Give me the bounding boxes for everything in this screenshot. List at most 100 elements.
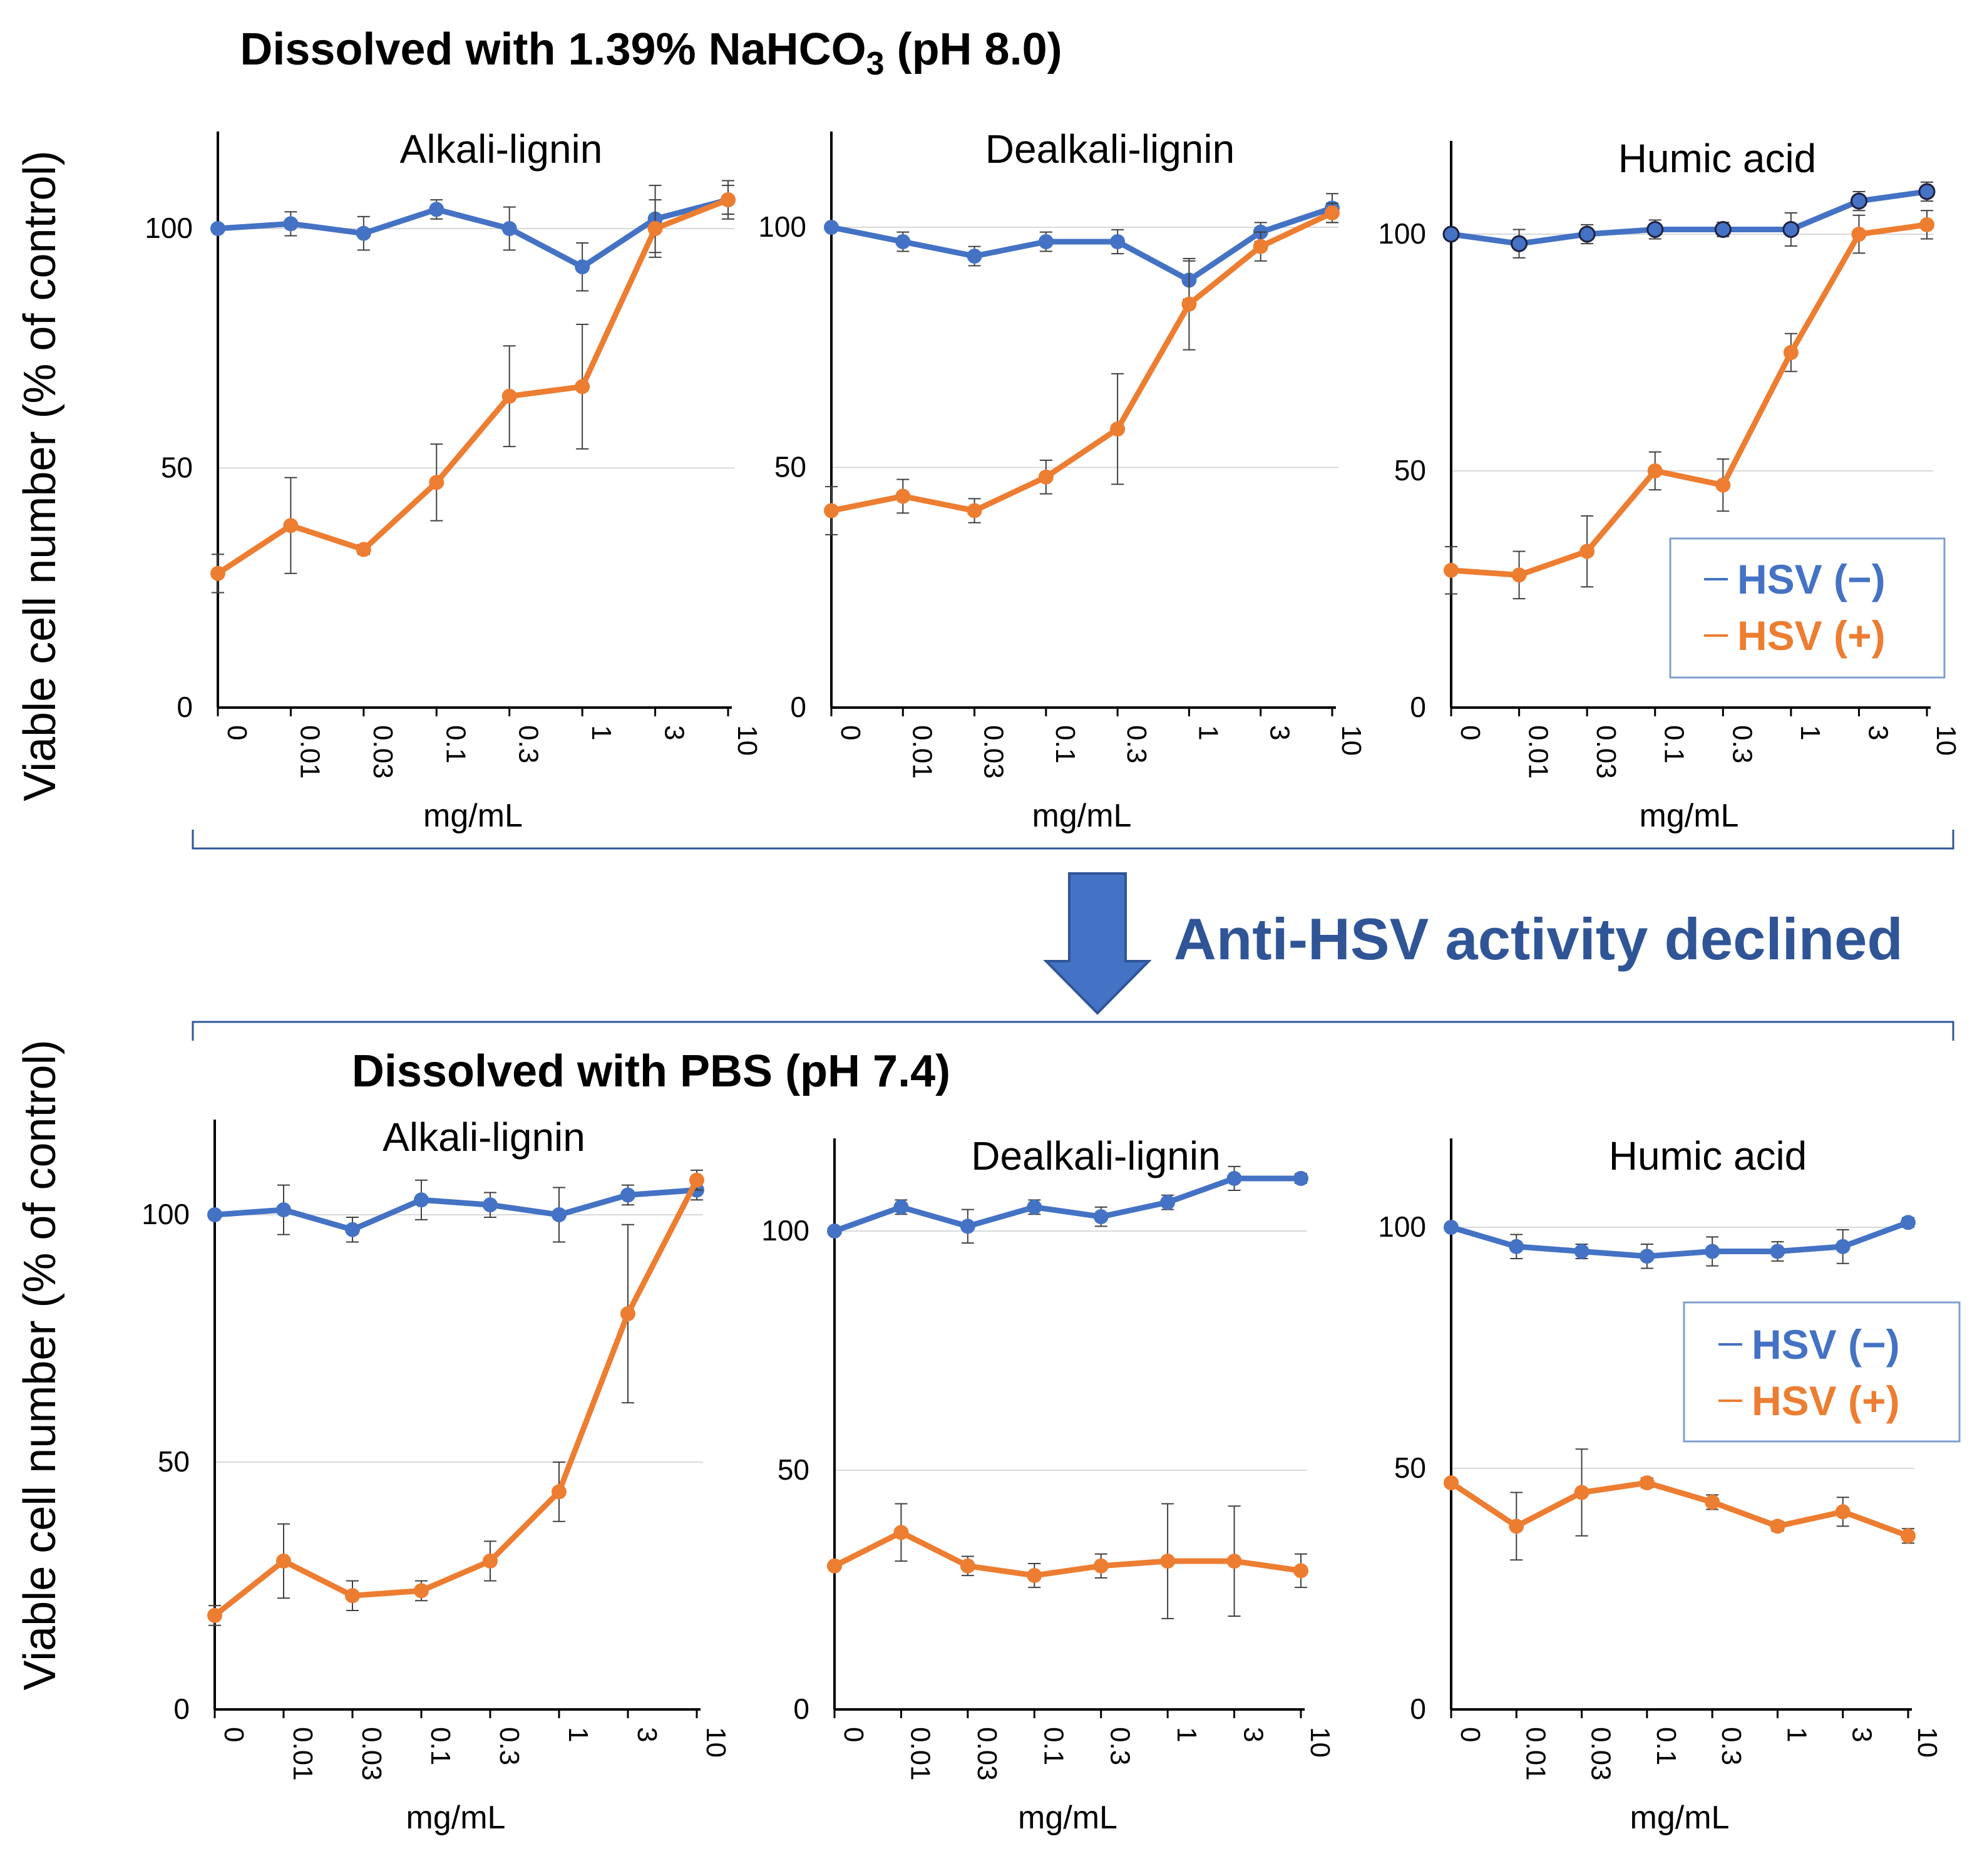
x-tick-label: 10 <box>732 725 763 756</box>
series-line-hsv-pos <box>216 197 729 576</box>
data-point-hsv-neg <box>1038 234 1054 250</box>
series-line-hsv-pos <box>831 210 1333 514</box>
data-point-hsv-pos <box>283 518 299 533</box>
data-point-hsv-pos <box>960 1558 975 1574</box>
x-tick-label: 0.03 <box>978 725 1009 779</box>
y-tick-label: 50 <box>1394 1451 1426 1484</box>
y-tick-label: 50 <box>1394 454 1426 487</box>
y-tick-label: 100 <box>1378 217 1426 250</box>
data-point-hsv-pos <box>483 1554 498 1569</box>
x-tick-label: 0.03 <box>367 725 398 779</box>
x-tick-label: 0.1 <box>1038 1727 1069 1765</box>
data-point-hsv-pos <box>1639 1475 1655 1491</box>
data-point-hsv-neg <box>1646 220 1664 238</box>
x-tick-label: 10 <box>1912 1727 1943 1758</box>
legend-top-label-pos: HSV (+) <box>1737 612 1886 659</box>
x-tick-label: 1 <box>1795 725 1826 740</box>
bottom-group-bracket <box>192 1021 1954 1041</box>
y-axis-label-top: Viable cell number (% of control) <box>15 150 65 801</box>
x-tick-label: 0.01 <box>287 1727 318 1781</box>
data-point-hsv-pos <box>1783 345 1799 360</box>
x-tick-label: 0.03 <box>1591 725 1621 779</box>
panel-5: 0 50 100 0 0.01 0.03 0.1 0.3 1 3 10 mg/mL Dealkali-l… <box>761 1133 1335 1836</box>
data-point-hsv-pos <box>1511 567 1527 583</box>
x-tick-label: 0.03 <box>972 1727 1002 1781</box>
data-point-hsv-neg <box>1444 1220 1459 1235</box>
panel-title: Dealkali-lignin <box>985 126 1235 172</box>
x-tick-label: 0.01 <box>1520 1727 1551 1781</box>
data-point-hsv-neg <box>356 225 371 241</box>
x-tick-label: 1 <box>586 725 617 740</box>
x-tick-label: 0.3 <box>1716 1727 1747 1765</box>
panel-4: 0 50 100 0 0.01 0.03 0.1 0.3 1 3 10 mg/mL Alkali-lig… <box>141 1115 731 1836</box>
x-tick-label: 0.01 <box>905 1727 935 1781</box>
x-tick-label: 1 <box>1171 1727 1202 1742</box>
data-point-hsv-neg <box>1578 225 1596 243</box>
data-point-hsv-pos <box>689 1172 704 1188</box>
x-tick-label: 0.3 <box>513 725 544 763</box>
data-point-hsv-pos <box>207 1607 222 1623</box>
data-point-hsv-pos <box>501 388 517 404</box>
data-point-hsv-pos <box>1579 544 1595 559</box>
legend-top-label-neg: HSV (−) <box>1737 556 1886 602</box>
data-point-hsv-neg <box>1714 220 1732 238</box>
panel-title: Alkali-lignin <box>400 126 603 172</box>
data-point-hsv-pos <box>1574 1485 1589 1500</box>
y-tick-label: 50 <box>161 451 193 484</box>
data-point-hsv-pos <box>967 503 982 518</box>
x-axis-label: mg/mL <box>1640 798 1739 834</box>
y-tick-label: 0 <box>1410 1693 1426 1725</box>
x-tick-label: 1 <box>1781 1727 1812 1742</box>
series-line-hsv-neg <box>831 205 1333 283</box>
data-point-hsv-neg <box>620 1187 635 1203</box>
data-point-hsv-neg <box>1782 220 1800 238</box>
data-point-hsv-neg <box>1226 1170 1242 1186</box>
data-point-hsv-neg <box>276 1202 291 1218</box>
x-tick-label: 10 <box>1336 725 1367 756</box>
x-tick-label: 0.3 <box>1121 725 1152 763</box>
x-tick-label: 1 <box>563 1727 593 1742</box>
down-arrow-icon <box>1043 872 1152 1015</box>
data-point-hsv-neg <box>429 202 444 217</box>
x-tick-label: 0.01 <box>1523 725 1554 779</box>
top-group-title: Dissolved with 1.39% NaHCO3 (pH 8.0) <box>240 24 1062 82</box>
data-point-hsv-neg <box>575 259 590 275</box>
y-tick-label: 50 <box>778 1453 809 1486</box>
data-point-hsv-pos <box>276 1554 291 1569</box>
x-axis-label: mg/mL <box>406 1800 506 1836</box>
y-tick-label: 50 <box>158 1445 190 1478</box>
x-axis-label: mg/mL <box>1630 1800 1730 1836</box>
x-tick-label: 0.03 <box>356 1727 387 1781</box>
panel-title: Humic acid <box>1609 1133 1807 1178</box>
data-point-hsv-neg <box>967 249 982 264</box>
legend-bottom: HSV (−) HSV (+) <box>1683 1301 1961 1443</box>
data-point-hsv-neg <box>1574 1244 1589 1259</box>
data-point-hsv-pos <box>1181 296 1197 312</box>
data-point-hsv-pos <box>552 1484 567 1500</box>
data-point-hsv-neg <box>1770 1244 1785 1259</box>
data-point-hsv-pos <box>1444 1475 1459 1491</box>
data-point-hsv-neg <box>1705 1244 1720 1259</box>
y-tick-label: 0 <box>173 1693 190 1725</box>
data-point-hsv-pos <box>1919 217 1934 232</box>
data-point-hsv-neg <box>1511 235 1528 252</box>
panel-3: 0 50 100 0 0.01 0.03 0.1 0.3 1 3 10 mg/mL Humic acid <box>1378 136 1961 834</box>
legend-top-box <box>1669 537 1946 679</box>
x-tick-label: 0 <box>1455 1727 1486 1742</box>
legend-top: HSV (−) HSV (+) <box>1669 537 1946 679</box>
data-point-hsv-neg <box>1850 192 1867 210</box>
series-line-hsv-pos <box>1449 1480 1909 1539</box>
series-line-hsv-pos <box>213 1178 699 1618</box>
x-tick-label: 0.1 <box>440 725 471 763</box>
data-point-hsv-neg <box>960 1219 975 1234</box>
data-point-hsv-neg <box>483 1197 498 1213</box>
series-line-hsv-pos <box>833 1529 1302 1579</box>
x-axis-label: mg/mL <box>423 798 523 834</box>
panel-2: 0 50 100 0 0.01 0.03 0.1 0.3 1 3 10 mg/mL Dealkali-l… <box>758 126 1367 834</box>
y-tick-label: 100 <box>145 212 193 244</box>
y-tick-label: 0 <box>793 1693 809 1725</box>
data-point-hsv-neg <box>893 1199 909 1215</box>
data-point-hsv-neg <box>283 216 299 232</box>
legend-bottom-label-pos: HSV (+) <box>1752 1378 1900 1424</box>
x-tick-label: 10 <box>1931 725 1961 756</box>
